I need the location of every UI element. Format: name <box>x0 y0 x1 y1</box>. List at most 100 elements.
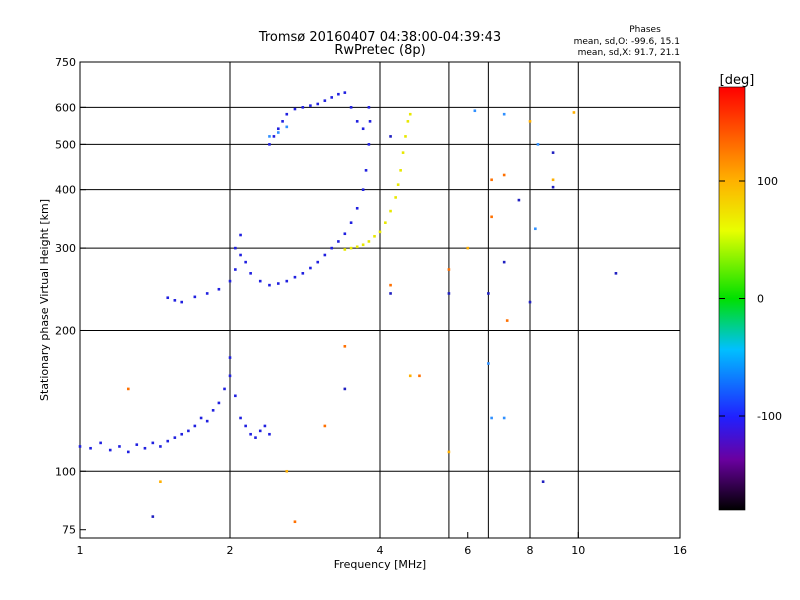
y-tick-label: 600 <box>55 101 76 114</box>
data-point <box>330 96 334 99</box>
data-point <box>343 345 347 348</box>
data-point <box>490 416 493 420</box>
stats-x-line: mean, sd,X: 91.7, 21.1 <box>578 48 680 58</box>
data-point <box>361 127 365 131</box>
data-point <box>355 245 359 249</box>
data-point <box>367 143 371 146</box>
data-point <box>614 272 618 275</box>
data-point <box>211 409 215 412</box>
data-point <box>343 91 347 94</box>
data-point <box>293 275 297 279</box>
data-point <box>408 112 412 116</box>
colorbar-tick-label: 0 <box>757 293 764 306</box>
y-tick-label: 750 <box>55 56 76 69</box>
data-point <box>389 135 392 138</box>
data-point <box>108 448 112 452</box>
chart-title: Tromsø 20160407 04:38:00-04:39:43 <box>258 30 501 45</box>
data-point <box>276 131 280 134</box>
data-point <box>228 356 232 359</box>
data-point <box>276 282 280 285</box>
data-point <box>285 112 289 116</box>
data-point <box>78 445 82 448</box>
data-point <box>551 151 555 154</box>
data-point <box>173 299 177 302</box>
x-tick-label: 8 <box>527 544 534 557</box>
data-point <box>349 221 353 224</box>
y-tick-label: 500 <box>55 138 76 151</box>
data-point <box>234 268 237 271</box>
data-point <box>373 234 376 238</box>
x-tick-label: 4 <box>377 544 384 557</box>
data-point <box>285 469 289 473</box>
data-point <box>126 387 130 391</box>
x-axis-label: Frequency [MHz] <box>334 558 426 571</box>
data-point <box>502 260 506 264</box>
data-point <box>323 253 327 257</box>
data-point <box>406 120 410 123</box>
data-points <box>78 91 618 524</box>
data-point <box>285 279 289 283</box>
x-ticks: 1 2 4 6 8 10 16 <box>77 532 687 557</box>
data-point <box>193 295 197 299</box>
data-point <box>399 169 402 172</box>
data-point <box>258 429 262 433</box>
y-tick-label: 400 <box>55 184 76 197</box>
data-point <box>447 292 451 295</box>
data-point <box>263 424 267 428</box>
data-point <box>239 233 242 237</box>
y-tick-label: 100 <box>55 465 76 478</box>
data-point <box>268 283 271 287</box>
data-point <box>166 296 170 300</box>
data-point <box>143 446 147 450</box>
data-point <box>159 480 162 483</box>
data-point <box>234 394 237 398</box>
y-tick-label: 200 <box>55 324 76 337</box>
data-point <box>343 248 347 251</box>
data-point <box>487 292 490 295</box>
colorbar-ticks: 100 0 -100 <box>719 175 782 423</box>
data-point <box>361 188 365 191</box>
colorbar-tick-label: 100 <box>757 175 778 188</box>
data-point <box>180 432 184 436</box>
data-point <box>389 283 392 287</box>
x-tick-label: 16 <box>673 544 687 557</box>
data-point <box>378 230 382 234</box>
data-point <box>301 272 305 275</box>
data-point <box>473 109 477 113</box>
data-point <box>401 151 405 154</box>
data-point <box>551 185 555 189</box>
data-point <box>135 443 139 446</box>
data-point <box>408 374 412 378</box>
data-point <box>99 441 102 445</box>
data-point <box>528 120 532 123</box>
data-point <box>239 416 242 420</box>
data-point <box>337 240 340 243</box>
x-tick-label: 10 <box>571 544 585 557</box>
data-point <box>159 445 162 448</box>
data-point <box>205 292 209 295</box>
grid-lines <box>80 62 680 538</box>
data-point <box>536 143 540 146</box>
data-point <box>258 279 262 283</box>
data-point <box>528 300 532 304</box>
data-point <box>309 266 312 270</box>
data-point <box>447 450 451 454</box>
data-point <box>217 287 221 291</box>
data-point <box>151 515 155 518</box>
data-point <box>447 268 451 271</box>
data-point <box>199 416 203 420</box>
data-point <box>323 424 327 428</box>
data-point <box>285 125 289 129</box>
data-point <box>89 446 92 450</box>
data-point <box>309 104 312 107</box>
data-point <box>249 432 252 436</box>
data-point <box>228 279 232 283</box>
data-point <box>239 253 242 257</box>
stats-heading: Phases <box>629 25 661 35</box>
data-point <box>466 246 470 250</box>
data-point <box>187 429 190 433</box>
data-point <box>293 520 297 524</box>
data-point <box>541 480 545 483</box>
data-point <box>364 169 368 172</box>
data-point <box>502 112 506 116</box>
